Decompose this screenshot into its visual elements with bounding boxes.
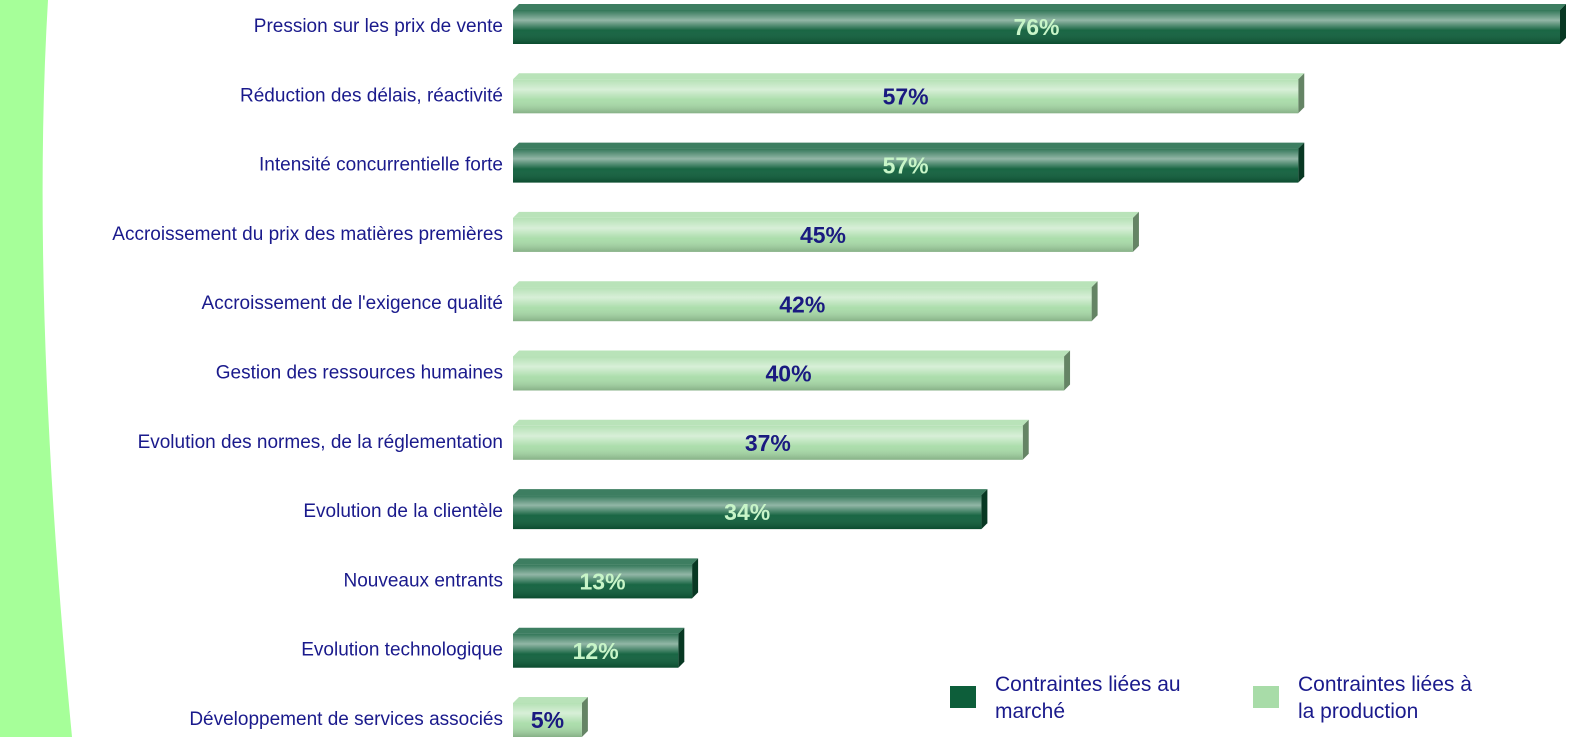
bar-top (513, 73, 1305, 80)
category-label: Nouveaux entrants (344, 570, 504, 591)
category-label: Pression sur les prix de vente (254, 16, 503, 37)
category-label: Accroissement de l'exigence qualité (202, 293, 503, 314)
bar-top (513, 142, 1305, 149)
bar-shine (513, 148, 1299, 183)
category-label: Evolution technologique (301, 640, 503, 661)
legend-swatch (1253, 686, 1279, 708)
category-label: Développement de services associés (189, 709, 503, 730)
bar-side (1022, 419, 1029, 460)
legend-label: Contraintes liées au marché (995, 673, 1181, 723)
category-label: Evolution des normes, de la réglementati… (138, 432, 503, 453)
category-label: Intensité concurrentielle forte (259, 155, 503, 176)
bar-side (1091, 281, 1098, 322)
value-label: 12% (573, 638, 619, 664)
bar-top (513, 627, 685, 634)
bar-side (1560, 4, 1566, 44)
bar-top (513, 281, 1098, 288)
bar-side (692, 558, 699, 599)
value-label: 13% (580, 568, 626, 594)
bar-side (678, 627, 685, 668)
bar-shine (513, 79, 1299, 114)
bar-side (581, 697, 588, 737)
bar-top (513, 211, 1139, 218)
bar-side (981, 489, 988, 530)
category-label: Accroissement du prix des matières premi… (112, 224, 503, 245)
background-shape (0, 0, 72, 737)
value-label: 40% (766, 361, 812, 387)
bar-shine (513, 287, 1092, 322)
bar-shine (513, 564, 693, 599)
bar-shine (513, 10, 1560, 44)
value-label: 76% (1013, 14, 1059, 40)
value-label: 42% (779, 291, 825, 317)
value-label: 34% (724, 499, 770, 525)
bar-shine (513, 703, 582, 737)
legend-swatch (950, 686, 976, 708)
bar-shine (513, 217, 1133, 252)
bar-shine (513, 356, 1065, 391)
bar-side (1298, 142, 1305, 183)
value-label: 57% (883, 83, 929, 109)
bar-top (513, 489, 988, 496)
value-label: 45% (800, 222, 846, 248)
bar-top (513, 4, 1566, 10)
bar-shine (513, 425, 1023, 460)
value-label: 5% (531, 707, 564, 733)
bar-shine (513, 495, 982, 530)
bar-top (513, 558, 699, 565)
bar-shine (513, 633, 679, 668)
category-label: Gestion des ressources humaines (216, 363, 503, 384)
bar-side (1064, 350, 1071, 391)
bar-side (1132, 211, 1139, 252)
bar-top (513, 419, 1029, 426)
bar-side (1298, 73, 1305, 114)
value-label: 37% (745, 430, 791, 456)
category-label: Evolution de la clientèle (303, 501, 503, 522)
bar-top (513, 350, 1071, 357)
bar-top (513, 697, 588, 703)
category-label: Réduction des délais, réactivité (240, 85, 503, 106)
legend-label: Contraintes liées à la production (1298, 673, 1472, 723)
value-label: 57% (883, 153, 929, 179)
